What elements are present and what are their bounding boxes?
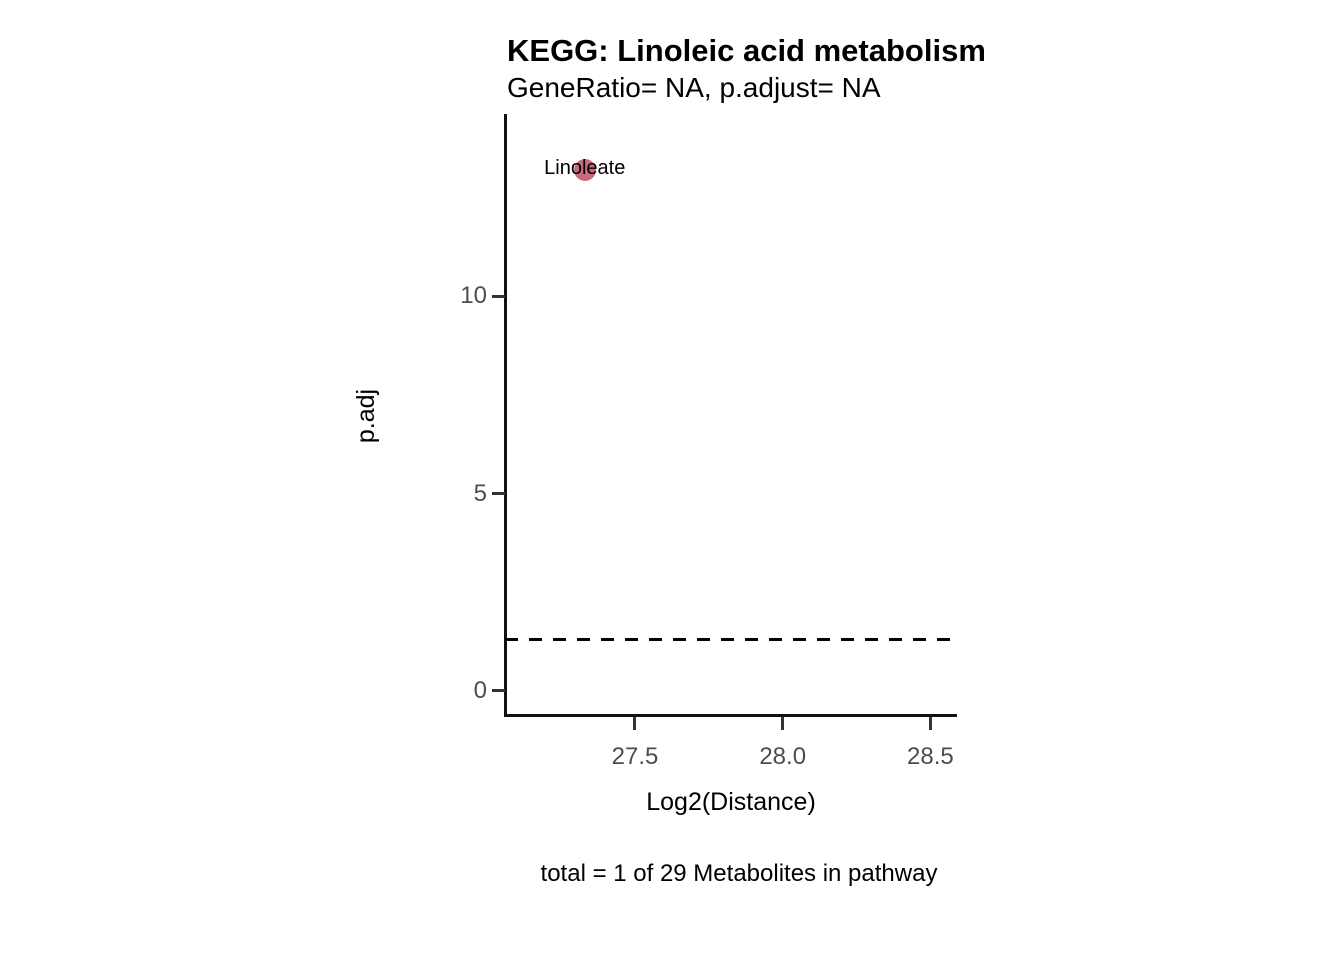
x-axis-label: Log2(Distance) xyxy=(646,788,816,816)
threshold-dashed-line xyxy=(505,638,957,642)
x-tick-mark xyxy=(633,717,637,730)
chart-subtitle: GeneRatio= NA, p.adjust= NA xyxy=(507,72,881,103)
y-tick-mark xyxy=(492,689,505,693)
y-tick-label: 0 xyxy=(473,676,487,704)
y-tick-label: 5 xyxy=(473,479,487,507)
data-point xyxy=(573,159,596,182)
y-axis-label: p.adj xyxy=(352,388,380,444)
x-tick-label: 27.5 xyxy=(611,743,659,770)
y-tick-mark xyxy=(492,294,505,298)
data-point-label: Linoleate xyxy=(544,157,626,180)
figure-caption: total = 1 of 29 Metabolites in pathway xyxy=(540,860,938,887)
plot-panel xyxy=(504,114,957,717)
x-tick-label: 28.0 xyxy=(759,743,807,770)
x-tick-mark xyxy=(928,717,932,730)
x-tick-mark xyxy=(781,717,785,730)
y-tick-label: 10 xyxy=(460,282,487,310)
y-tick-mark xyxy=(492,492,505,496)
chart-title: KEGG: Linoleic acid metabolism xyxy=(507,33,986,68)
x-tick-label: 28.5 xyxy=(907,743,954,770)
